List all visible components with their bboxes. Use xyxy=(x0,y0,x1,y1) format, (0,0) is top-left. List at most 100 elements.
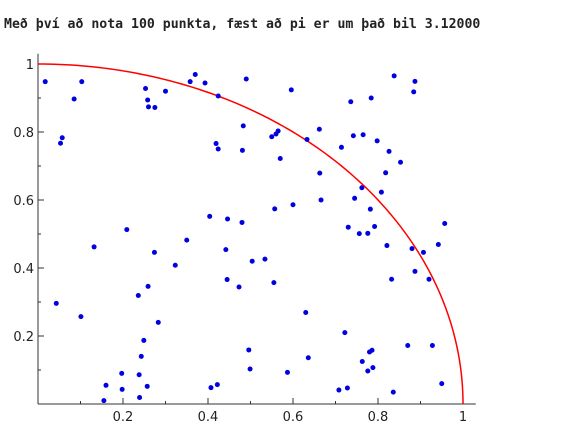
data-point xyxy=(429,343,435,349)
data-point xyxy=(143,85,149,91)
ticks: 0.2 0.4 0.6 0.8 1 0.2 0.4 0.6 0.8 1 xyxy=(13,58,467,425)
data-point xyxy=(269,134,275,140)
data-point xyxy=(412,268,418,274)
data-point xyxy=(214,382,220,388)
data-point xyxy=(277,156,283,162)
data-point xyxy=(192,72,198,78)
data-point xyxy=(411,89,417,95)
data-point xyxy=(223,247,229,253)
data-point xyxy=(390,389,396,395)
data-point xyxy=(439,381,445,387)
data-point xyxy=(383,170,389,176)
y-tick-label: 0.2 xyxy=(13,330,34,345)
chart-title: Með því að nota 100 punkta, fæst að pi e… xyxy=(4,17,481,32)
data-point xyxy=(119,386,125,392)
data-point xyxy=(398,159,404,165)
data-point xyxy=(53,300,59,306)
data-point xyxy=(271,280,277,286)
data-point xyxy=(145,97,151,103)
data-point xyxy=(215,93,221,99)
data-point xyxy=(345,224,351,230)
data-point xyxy=(79,79,85,85)
data-point xyxy=(207,213,213,219)
data-point xyxy=(135,293,141,299)
data-point xyxy=(367,206,373,212)
data-point xyxy=(374,138,380,144)
data-point xyxy=(262,256,268,262)
data-point xyxy=(316,126,322,132)
data-point xyxy=(152,105,158,111)
data-point xyxy=(288,87,294,93)
data-point xyxy=(304,136,310,142)
quarter-circle-curve xyxy=(37,63,464,405)
data-point xyxy=(365,368,371,374)
data-point xyxy=(224,277,230,283)
data-point xyxy=(249,258,255,264)
data-point xyxy=(303,310,309,316)
data-point xyxy=(435,242,441,248)
data-point xyxy=(246,347,252,353)
data-point xyxy=(202,80,208,86)
data-point xyxy=(386,148,392,154)
data-point xyxy=(359,185,365,191)
data-point xyxy=(338,144,344,150)
data-point xyxy=(187,79,193,85)
data-point xyxy=(350,133,356,139)
data-point xyxy=(71,96,77,102)
data-point xyxy=(290,202,296,208)
data-point xyxy=(370,365,376,371)
data-point xyxy=(124,227,130,233)
data-point xyxy=(119,370,125,376)
data-point xyxy=(136,372,142,378)
data-point xyxy=(348,99,354,105)
x-tick-label: 0.2 xyxy=(113,410,134,425)
data-point xyxy=(172,262,178,268)
data-point xyxy=(442,220,448,226)
data-point xyxy=(412,78,418,84)
data-point xyxy=(208,385,214,391)
data-point xyxy=(184,237,190,243)
axes xyxy=(37,53,476,405)
data-point xyxy=(426,276,432,282)
data-point xyxy=(360,132,366,138)
data-point xyxy=(317,170,323,176)
data-point xyxy=(239,147,245,153)
data-point xyxy=(420,249,426,255)
data-point xyxy=(336,387,342,393)
data-point xyxy=(240,123,246,129)
data-point xyxy=(101,398,107,404)
data-point xyxy=(141,337,147,343)
x-tick-label: 1 xyxy=(459,410,467,425)
y-tick-label: 0.6 xyxy=(13,194,34,209)
x-tick-label: 0.6 xyxy=(283,410,304,425)
data-point xyxy=(318,197,324,203)
data-point xyxy=(137,395,143,401)
data-point xyxy=(58,140,64,146)
data-point xyxy=(378,189,384,195)
data-point xyxy=(369,347,375,353)
data-point xyxy=(91,244,97,250)
data-point xyxy=(405,343,411,349)
data-point xyxy=(368,95,374,101)
data-point xyxy=(239,219,245,225)
data-point xyxy=(384,243,390,249)
data-point xyxy=(138,353,144,359)
data-point xyxy=(344,385,350,391)
data-point xyxy=(372,224,378,230)
data-point xyxy=(236,284,242,290)
data-point xyxy=(155,319,161,325)
y-tick-label: 0.4 xyxy=(13,262,34,277)
data-point xyxy=(243,76,249,82)
data-point xyxy=(352,195,358,201)
data-point xyxy=(272,206,278,212)
x-tick-label: 0.8 xyxy=(368,410,389,425)
data-point xyxy=(247,366,253,372)
data-point xyxy=(215,146,221,152)
data-point xyxy=(356,231,362,237)
data-point xyxy=(275,128,281,134)
data-point xyxy=(163,88,168,94)
data-point xyxy=(225,216,231,222)
data-point xyxy=(284,369,290,375)
data-point xyxy=(389,276,395,282)
